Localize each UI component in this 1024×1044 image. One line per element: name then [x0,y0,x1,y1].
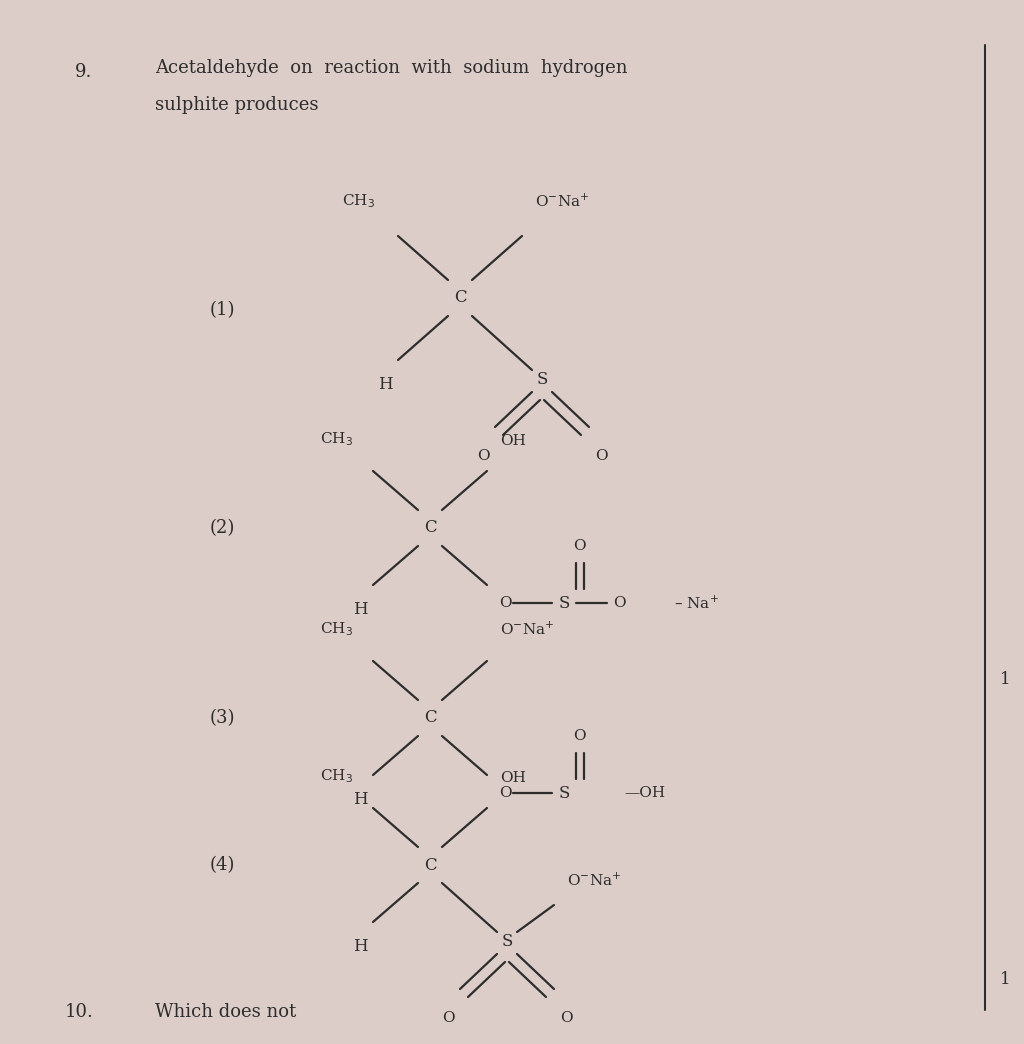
Text: CH$_3$: CH$_3$ [321,430,353,448]
Text: S: S [502,933,513,950]
Text: CH$_3$: CH$_3$ [321,767,353,785]
Text: 1: 1 [999,972,1011,989]
Text: C: C [454,289,466,307]
Text: —OH: —OH [624,786,666,800]
Text: O$^{-}$Na$^{+}$: O$^{-}$Na$^{+}$ [535,193,590,210]
Text: O: O [499,596,512,610]
Text: 9.: 9. [75,63,92,81]
Text: H: H [378,376,392,393]
Text: C: C [424,520,436,537]
Text: 10.: 10. [65,1003,94,1021]
Text: OH: OH [500,434,526,448]
Text: O: O [477,449,489,462]
Text: – Na$^{+}$: – Na$^{+}$ [674,594,719,612]
Text: O$^{-}$Na$^{+}$: O$^{-}$Na$^{+}$ [500,621,554,638]
Text: S: S [558,594,569,612]
Text: O: O [572,539,586,553]
Text: CH$_3$: CH$_3$ [321,620,353,638]
Text: sulphite produces: sulphite produces [155,96,318,114]
Text: CH$_3$: CH$_3$ [342,192,375,210]
Text: H: H [352,938,368,955]
Text: H: H [352,791,368,808]
Text: (2): (2) [210,519,236,537]
Text: O: O [612,596,626,610]
Text: S: S [558,784,569,802]
Text: O: O [441,1011,455,1025]
Text: C: C [424,856,436,874]
Text: (1): (1) [210,301,236,319]
Text: O: O [560,1011,572,1025]
Text: OH: OH [500,772,526,785]
Text: O: O [572,729,586,743]
Text: H: H [352,601,368,618]
Text: (3): (3) [210,709,236,727]
Text: O$^{-}$Na$^{+}$: O$^{-}$Na$^{+}$ [567,872,622,889]
Text: O: O [499,786,512,800]
Text: Which does not: Which does not [155,1003,296,1021]
Text: Acetaldehyde  on  reaction  with  sodium  hydrogen: Acetaldehyde on reaction with sodium hyd… [155,60,628,77]
Text: S: S [537,372,548,388]
Text: 1: 1 [999,671,1011,688]
Text: (4): (4) [210,856,236,874]
Text: C: C [424,710,436,727]
Text: O: O [595,449,607,462]
